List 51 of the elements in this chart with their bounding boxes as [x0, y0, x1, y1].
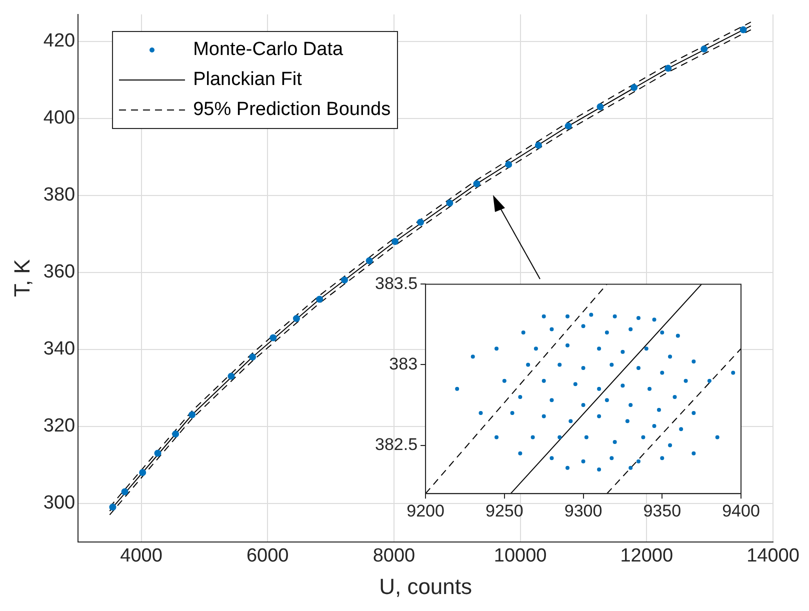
y-tick-label: 380 [43, 184, 76, 206]
y-tick-label: 383.5 [374, 274, 418, 293]
point [392, 238, 399, 246]
y-tick-label: 420 [43, 30, 76, 52]
point [292, 315, 300, 322]
x-tick-label: 9250 [485, 501, 524, 520]
point [366, 257, 373, 264]
legend-label: 95% Prediction Bounds [193, 99, 391, 122]
x-tick-label: 9350 [643, 501, 682, 520]
point [316, 296, 324, 303]
point [172, 430, 180, 438]
point [630, 84, 638, 92]
legend-label: Planckian Fit [193, 69, 302, 92]
point [505, 161, 512, 168]
point [121, 488, 128, 496]
point [249, 354, 256, 361]
point [270, 334, 277, 342]
x-tick-label: 9200 [406, 501, 444, 520]
point [700, 46, 708, 53]
x-tick-label: 4000 [120, 545, 162, 566]
x-tick-label: 6000 [246, 545, 289, 566]
y-tick-label: 320 [43, 416, 76, 437]
y-tick-label: 383 [389, 354, 418, 374]
point [154, 450, 162, 457]
point [740, 26, 747, 34]
point [596, 103, 604, 110]
point [139, 469, 146, 476]
x-axis-title: U, counts [379, 574, 472, 599]
x-tick-label: 12000 [620, 545, 674, 566]
y-axis-title: T, K [9, 258, 34, 298]
x-tick-label: 9300 [564, 501, 602, 520]
point [109, 504, 116, 511]
y-tick-label: 382.5 [374, 434, 418, 454]
y-tick-label: 360 [43, 262, 76, 283]
point [341, 276, 348, 284]
y-tick-label: 300 [43, 492, 76, 514]
point [473, 180, 480, 188]
y-tick-label: 400 [43, 108, 76, 129]
x-tick-label: 8000 [372, 545, 416, 566]
y-tick-label: 340 [43, 338, 76, 360]
x-tick-label: 14000 [746, 545, 800, 566]
point [188, 411, 196, 418]
point [416, 218, 424, 226]
x-tick-label: 10000 [494, 545, 547, 566]
point [228, 372, 235, 380]
x-tick-label: 9400 [722, 501, 760, 520]
point [564, 122, 572, 130]
point [446, 200, 454, 207]
point [664, 64, 672, 72]
point [534, 142, 542, 149]
legend-label: Monte-Carlo Data [193, 39, 344, 62]
